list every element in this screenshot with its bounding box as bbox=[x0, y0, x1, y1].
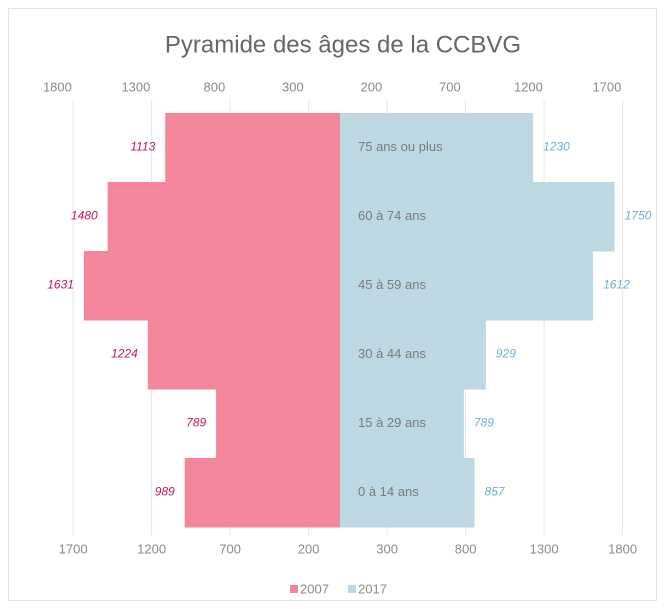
chart-title: Pyramide des âges de la CCBVG bbox=[165, 31, 521, 58]
x2-tick-label: 1300 bbox=[121, 79, 150, 94]
value-label: 789 bbox=[186, 416, 206, 430]
x-tick-label: 800 bbox=[455, 541, 477, 556]
x-tick-label: 200 bbox=[298, 541, 320, 556]
bar bbox=[216, 389, 340, 459]
value-label: 1631 bbox=[47, 278, 74, 292]
value-label: 857 bbox=[485, 485, 506, 499]
bar bbox=[340, 320, 486, 390]
legend-label: 2017 bbox=[358, 581, 387, 596]
category-label: 15 à 29 ans bbox=[358, 415, 426, 430]
legend-swatch bbox=[290, 585, 298, 593]
value-label: 789 bbox=[474, 416, 494, 430]
bar bbox=[107, 182, 340, 252]
value-label: 1224 bbox=[111, 347, 138, 361]
x2-tick-label: 1800 bbox=[43, 79, 72, 94]
value-label: 1230 bbox=[543, 140, 570, 154]
x2-tick-label: 700 bbox=[439, 79, 461, 94]
bar bbox=[340, 458, 475, 528]
x2-tick-label: 800 bbox=[204, 79, 226, 94]
category-label: 60 à 74 ans bbox=[358, 208, 426, 223]
x-tick-label: 1300 bbox=[530, 541, 559, 556]
bar bbox=[340, 251, 594, 321]
category-label: 45 à 59 ans bbox=[358, 277, 426, 292]
bar bbox=[165, 113, 340, 183]
x2-tick-label: 1200 bbox=[514, 79, 543, 94]
legend-swatch bbox=[348, 585, 356, 593]
legend-label: 2007 bbox=[300, 581, 329, 596]
x-tick-label: 1700 bbox=[59, 541, 88, 556]
x-tick-label: 300 bbox=[376, 541, 398, 556]
bar bbox=[83, 251, 341, 321]
category-label: 75 ans ou plus bbox=[358, 139, 443, 154]
value-label: 1612 bbox=[603, 278, 630, 292]
x2-tick-label: 200 bbox=[361, 79, 383, 94]
bar bbox=[147, 320, 340, 390]
value-label: 1750 bbox=[625, 209, 652, 223]
x-tick-label: 700 bbox=[219, 541, 241, 556]
x-tick-label: 1800 bbox=[608, 541, 637, 556]
x2-tick-label: 1700 bbox=[592, 79, 621, 94]
bar bbox=[184, 458, 340, 528]
category-label: 30 à 44 ans bbox=[358, 346, 426, 361]
x-tick-label: 1200 bbox=[137, 541, 166, 556]
value-label: 929 bbox=[496, 347, 516, 361]
value-label: 989 bbox=[155, 485, 175, 499]
value-label: 1113 bbox=[130, 140, 155, 154]
x2-tick-label: 300 bbox=[282, 79, 304, 94]
bar bbox=[340, 182, 615, 252]
value-label: 1480 bbox=[71, 209, 98, 223]
bar bbox=[340, 113, 534, 183]
bar bbox=[340, 389, 464, 459]
category-label: 0 à 14 ans bbox=[358, 484, 419, 499]
